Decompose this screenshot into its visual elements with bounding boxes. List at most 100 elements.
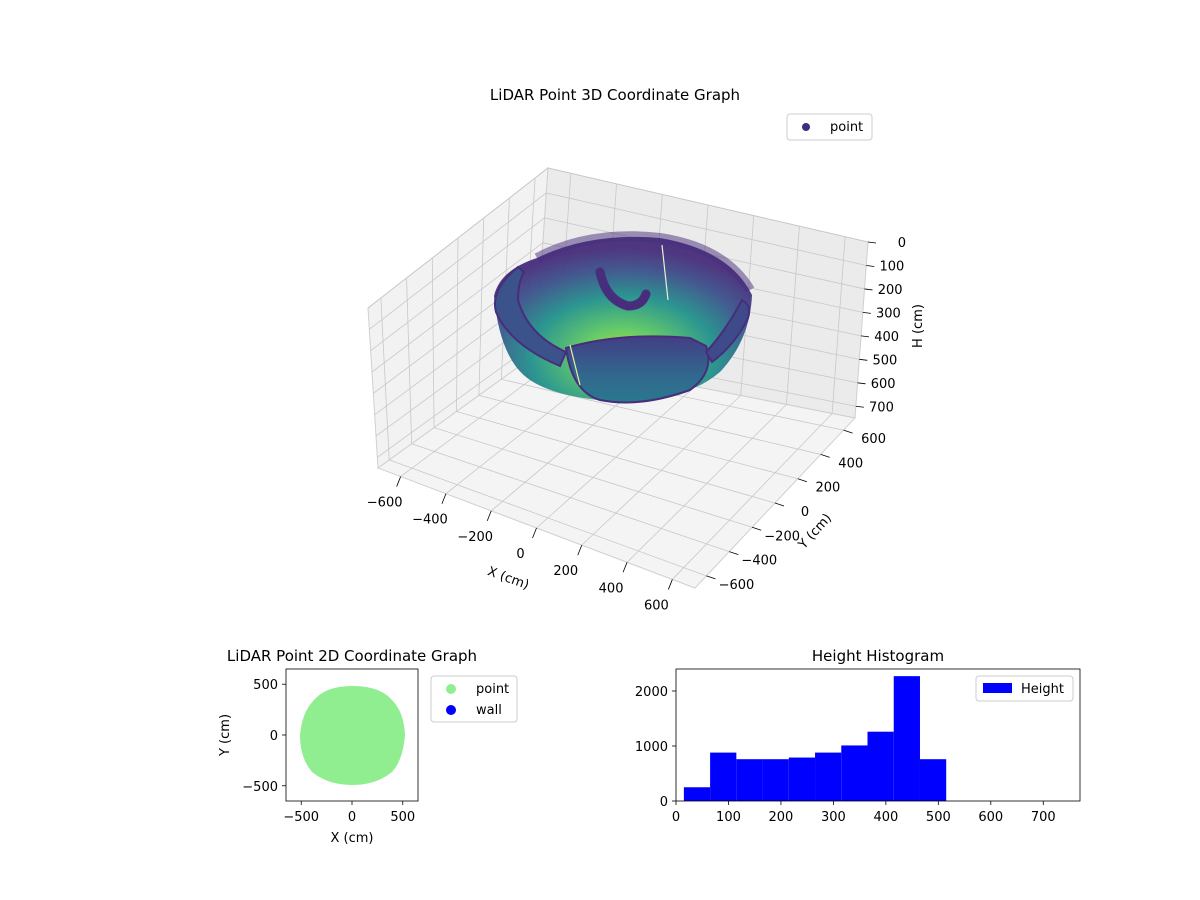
z-tick-label: 700 [869, 400, 894, 415]
histogram-bar [683, 787, 711, 801]
grid-line [369, 192, 547, 330]
z-axis-label-3d: H (cm) [911, 304, 926, 348]
x-tick-label-2d: −500 [283, 810, 319, 825]
x-tick-label: −600 [367, 496, 403, 511]
z-tick-label: 300 [876, 306, 901, 321]
x-tick-mark [396, 476, 402, 487]
z-tick-label: 600 [871, 377, 896, 392]
x-tick-mark [622, 562, 628, 573]
z-tick-label: 100 [879, 259, 904, 274]
legend-label-wall-2d: wall [476, 703, 502, 718]
grid-line [478, 394, 798, 480]
y-tick-label: 600 [861, 432, 886, 447]
chart-histogram: Height Histogram 0 100 200 300 400 500 600 7000… [635, 647, 1081, 825]
z-tick-mark [859, 358, 868, 361]
inner-arc [595, 267, 651, 311]
chart-2d: LiDAR Point 2D Coordinate Graph −500 0 500… [218, 647, 518, 846]
grid-line [380, 297, 390, 460]
bowl-front-wall [564, 335, 710, 404]
x-tick-mark [486, 510, 492, 522]
z-tick-mark [855, 405, 864, 408]
chart-3d-title: LiDAR Point 3D Coordinate Graph [490, 86, 740, 104]
legend-marker-point [802, 123, 810, 131]
z-tick-mark [862, 312, 871, 314]
y-axis-label-2d: Y (cm) [218, 714, 233, 757]
y-tick-mark [797, 478, 807, 483]
grid-line [367, 167, 549, 309]
histogram-bars [683, 676, 947, 801]
histogram-title: Height Histogram [812, 647, 944, 665]
histogram-bar [710, 752, 737, 801]
y-tick-label-hist: 1000 [635, 740, 668, 755]
y-tick-label-2d: −500 [242, 780, 278, 795]
legend-label-point: point [830, 120, 863, 135]
grid-line [547, 167, 869, 243]
chart-2d-title: LiDAR Point 2D Coordinate Graph [227, 647, 477, 665]
y-tick-label: −600 [719, 578, 755, 593]
grid-line [411, 443, 730, 552]
z-tick-label: 500 [873, 353, 898, 368]
grid-line [433, 427, 753, 528]
grid-line [501, 378, 821, 455]
y-tick-label: 200 [815, 481, 840, 496]
y-axis-3d: −600 −400 −2000 200 400 600 [706, 429, 886, 593]
grid-line [431, 257, 435, 428]
floor-pane [376, 354, 856, 589]
grid-line [389, 459, 707, 577]
z-tick-mark [861, 335, 870, 338]
legend-histogram: Height [975, 675, 1074, 702]
y-tick-label: 400 [838, 456, 863, 471]
z-tick-mark [867, 241, 877, 244]
z-tick-mark [866, 265, 875, 267]
x-tick-label-hist: 300 [821, 810, 846, 825]
y-tick-label-hist: 0 [660, 795, 668, 810]
x-tick-label-hist: 100 [716, 810, 741, 825]
axes-2d: −500 0 500 −500 0 500 [242, 678, 415, 825]
x-axis-label-2d: X (cm) [331, 831, 374, 846]
grid-line [831, 236, 846, 414]
grid-line [786, 226, 800, 405]
x-axis-3d: −600 −400 −200 0 200 400 600 [367, 476, 673, 613]
x-tick-mark [667, 579, 673, 590]
bowl-right-wall [704, 298, 751, 364]
x-tick-label-2d: 0 [348, 810, 356, 825]
point-cloud-3d [494, 231, 755, 404]
x-tick-mark [532, 527, 537, 539]
y-tick-label: −200 [764, 529, 800, 544]
histogram-bar [736, 759, 763, 801]
histogram-bar [762, 759, 789, 801]
legend-label-point-2d: point [476, 682, 509, 697]
grid-line [377, 342, 537, 458]
y-tick-mark [752, 526, 762, 531]
histogram-bar [893, 676, 920, 801]
z-tick-label: 200 [878, 283, 903, 298]
legend-3d: point [786, 113, 873, 141]
z-tick-label: 0 [898, 236, 906, 251]
bowl-left-wall [494, 265, 568, 368]
grid-line [478, 217, 485, 396]
x-tick-mark [577, 544, 583, 556]
x-tick-label-2d: 500 [390, 810, 415, 825]
legend-label-height: Height [1021, 682, 1064, 697]
histogram-bar [919, 759, 947, 801]
legend-marker-wall-2d [446, 705, 456, 715]
y-tick-mark [820, 454, 830, 458]
chart-3d: LiDAR Point 3D Coordinate Graph −600 −400… [367, 86, 926, 613]
bowl-rim-back [534, 231, 755, 293]
x-tick-label-hist: 200 [769, 810, 794, 825]
x-tick-label-hist: 500 [926, 810, 951, 825]
seam-line-2 [569, 344, 581, 386]
x-tick-label: −400 [412, 513, 448, 528]
y-tick-label-hist: 2000 [635, 685, 668, 700]
x-tick-label-hist: 700 [1031, 810, 1056, 825]
grid-line [456, 237, 459, 412]
legend-marker-point-2d [446, 684, 456, 694]
x-tick-mark [441, 493, 447, 504]
x-tick-label: 0 [516, 547, 524, 562]
z-axis-3d: 0 100 200 300 400 500 600 700 [855, 236, 906, 415]
z-tick-label: 400 [874, 330, 899, 345]
grid-line [370, 217, 545, 351]
grid-line [371, 242, 544, 373]
histogram-bar [867, 731, 894, 801]
